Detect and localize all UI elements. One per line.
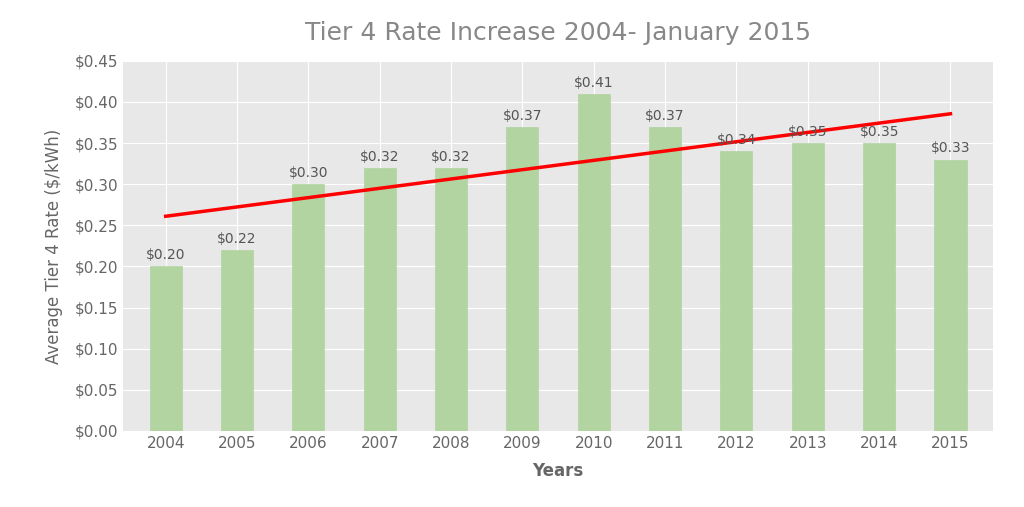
Bar: [221, 250, 253, 431]
Text: $0.33: $0.33: [931, 141, 970, 156]
Text: $0.41: $0.41: [573, 76, 613, 90]
Bar: [506, 127, 539, 431]
Bar: [792, 143, 824, 431]
Y-axis label: Average Tier 4 Rate ($/kWh): Average Tier 4 Rate ($/kWh): [45, 128, 63, 364]
Text: $0.37: $0.37: [503, 108, 542, 123]
Title: Tier 4 Rate Increase 2004- January 2015: Tier 4 Rate Increase 2004- January 2015: [305, 21, 811, 45]
Bar: [292, 184, 325, 431]
Text: $0.32: $0.32: [360, 150, 399, 164]
Text: $0.32: $0.32: [431, 150, 471, 164]
Bar: [150, 267, 181, 431]
Text: $0.22: $0.22: [217, 232, 257, 246]
Text: $0.35: $0.35: [788, 125, 827, 139]
Text: $0.35: $0.35: [859, 125, 899, 139]
Bar: [364, 168, 395, 431]
Text: $0.37: $0.37: [645, 108, 685, 123]
Text: $0.20: $0.20: [146, 248, 185, 262]
Bar: [935, 160, 967, 431]
X-axis label: Years: Years: [532, 462, 584, 480]
Text: $0.34: $0.34: [717, 133, 756, 147]
Bar: [578, 94, 610, 431]
Bar: [721, 151, 753, 431]
Bar: [863, 143, 895, 431]
Bar: [435, 168, 467, 431]
Bar: [649, 127, 681, 431]
Text: $0.30: $0.30: [289, 166, 328, 180]
